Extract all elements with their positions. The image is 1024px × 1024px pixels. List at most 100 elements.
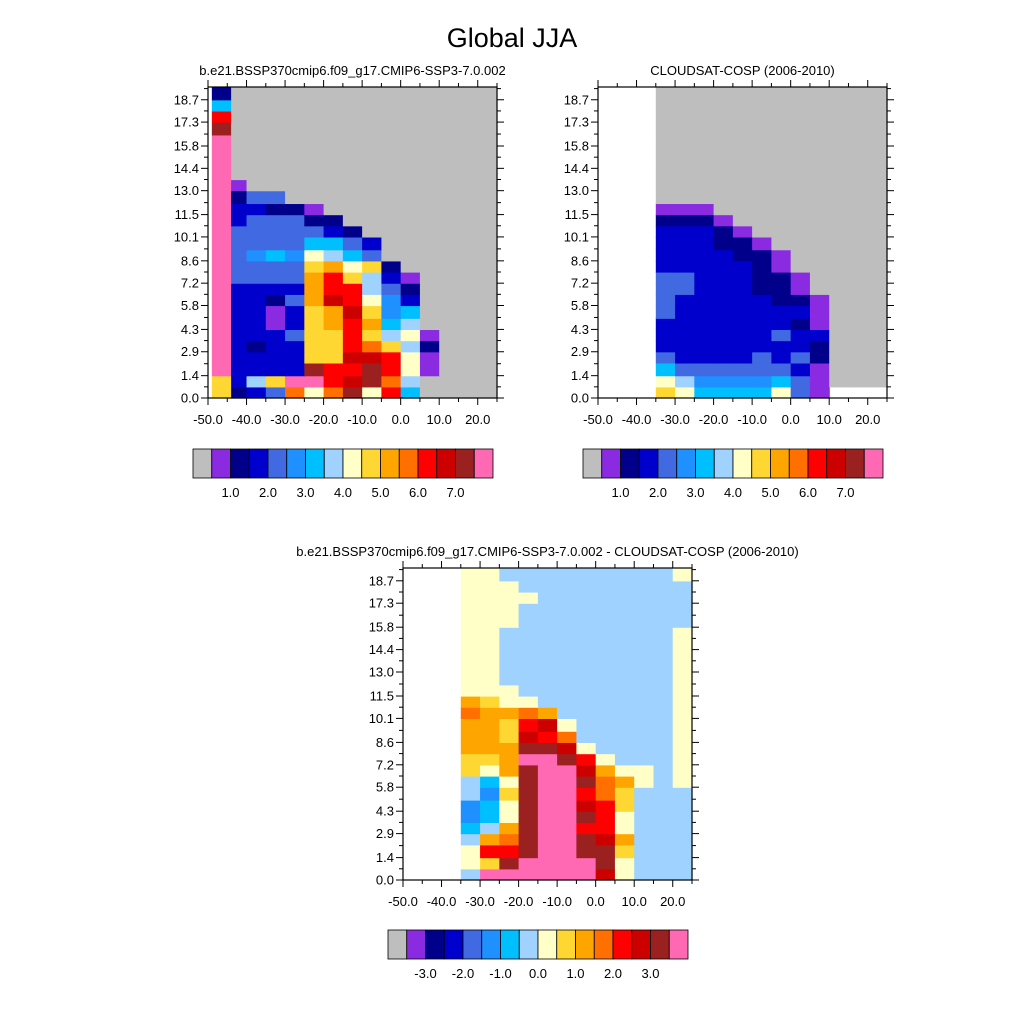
heatmap-cell [634,868,655,881]
heatmap-cell [460,568,481,582]
heatmap-cell [848,99,869,112]
heatmap-cell [672,672,693,686]
heatmap-cell [829,340,850,353]
y-tick-label: 4.3 [376,804,394,819]
heatmap-cell [557,742,577,755]
heatmap-cell [499,616,520,628]
heatmap-cell [672,731,693,743]
heatmap-cell [458,362,479,377]
heatmap-cell [848,305,869,319]
heatmap-cell [458,110,479,123]
heatmap-cell [848,340,869,353]
heatmap-cell [790,122,811,136]
heatmap-cell [460,811,481,823]
heatmap-cell [381,236,402,251]
heatmap-cell [713,386,734,399]
heatmap-cell [614,568,635,582]
heatmap-cell [537,844,558,859]
heatmap-cell [460,822,481,835]
heatmap-cell [362,168,382,181]
colorbar-swatch [807,448,828,479]
heatmap-cell [867,203,888,216]
heatmap-cell [557,603,577,617]
ticks [201,80,504,405]
x-tick-label: -50.0 [583,412,613,427]
colorbar: 1.0 2.0 3.0 4.0 5.0 6.0 7.0 [582,448,884,500]
heatmap-cell [362,110,382,123]
heatmap-cell [752,386,772,399]
heatmap-cell [848,272,869,284]
colorbar-label: 3.0 [296,485,314,500]
heatmap-cell [634,649,655,662]
heatmap-cell [499,764,520,777]
heatmap-cell [419,168,440,181]
heatmap-cell [614,868,635,881]
heatmap-cell [655,203,676,216]
heatmap-cell [675,236,695,251]
heatmap-cell [480,787,500,801]
heatmap-cell [480,616,500,628]
heatmap-cell [400,318,421,331]
heatmap-cell [694,305,715,319]
heatmap-cell [458,283,479,295]
heatmap-cell [694,272,715,284]
heatmap-cell [672,787,693,801]
heatmap-cell [460,638,481,651]
heatmap-cell [400,329,421,342]
colorbar: 1.0 2.0 3.0 4.0 5.0 6.0 7.0 [192,448,494,500]
heatmap-cell [304,386,325,399]
heatmap-cell [439,122,460,136]
heatmap-cell [713,260,734,273]
heatmap-cell [771,214,792,227]
heatmap-cell [211,362,232,377]
heatmap-cell [323,272,344,284]
y-tick-label: 15.8 [564,139,589,154]
heatmap-cell [362,225,382,238]
heatmap-cell [323,110,344,123]
heatmap-cell [634,753,655,766]
heatmap-cell [595,764,616,777]
heatmap-cell [460,672,481,686]
x-tick-label: 0.0 [392,412,410,427]
heatmap-cell [439,168,460,181]
heatmap-cell [675,329,695,342]
heatmap-cell [477,168,498,181]
heatmap-cell [655,351,676,364]
heatmap-cell [576,672,597,686]
heatmap-cell [460,731,481,743]
heatmap-cell [211,190,232,205]
heatmap-cell [458,318,479,331]
heatmap-cell [477,157,498,169]
heatmap-cell [323,351,344,364]
heatmap-cell [732,179,753,192]
heatmap-cell [460,787,481,801]
heatmap-cell [265,272,286,284]
heatmap-cell [829,134,850,147]
heatmap-cell [477,122,498,136]
heatmap-cell [362,272,382,284]
heatmap-cell [304,168,325,181]
heatmap-cell [460,696,481,708]
heatmap-cell [557,649,577,662]
heatmap-cell [381,99,402,112]
heatmap-cell [576,833,597,846]
heatmap-cell [771,386,792,399]
heatmap-cell [732,134,753,147]
heatmap-cell [713,351,734,364]
heatmap-cell [439,386,460,399]
heatmap-cell [265,87,286,101]
heatmap-cell [634,800,655,812]
heatmap-cell [304,329,325,342]
y-tick-label: 15.8 [174,139,199,154]
heatmap-cell [477,294,498,307]
heatmap-cell [480,638,500,651]
heatmap-cell [557,731,577,743]
plot-frame [597,86,888,399]
heatmap-cell [480,649,500,662]
heatmap-cell [419,157,440,169]
heatmap-cell [557,844,577,859]
x-tick-label: 10.0 [817,412,842,427]
heatmap-cell [595,753,616,766]
heatmap-cell [752,283,772,295]
heatmap-cell [480,592,500,604]
